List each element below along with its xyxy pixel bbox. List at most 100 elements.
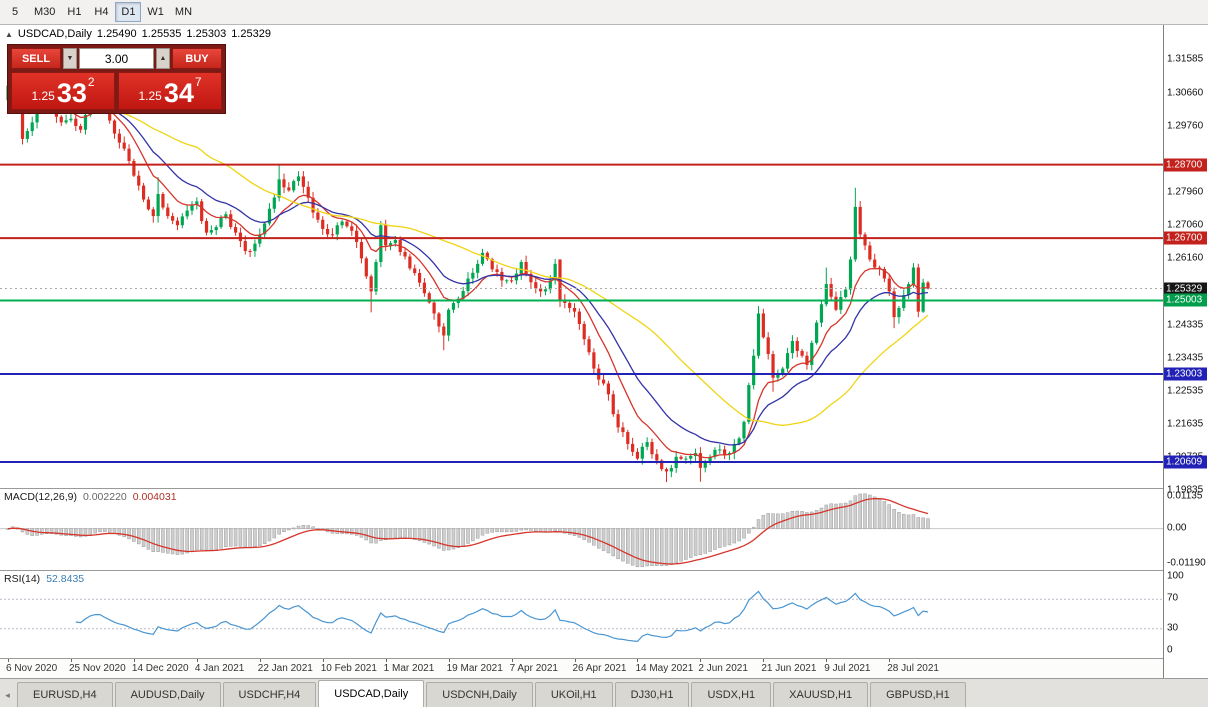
sell-price-point: 2	[87, 75, 95, 89]
period-button-h4[interactable]: H4	[88, 2, 114, 22]
time-axis[interactable]: 6 Nov 2020 25 Nov 2020 14 Dec 2020 4 Jan 20…	[0, 658, 1163, 678]
chart-tab-xauusd[interactable]: XAUUSD,H1	[773, 682, 869, 707]
time-axis-label: 19 Mar 2021	[446, 663, 503, 674]
time-axis-tick	[511, 659, 513, 662]
buy-price-button[interactable]: 1.25 34 7	[118, 72, 222, 110]
time-axis-label: 22 Jan 2021	[257, 663, 313, 674]
macd-axis-tick: 0.01135	[1167, 490, 1203, 502]
price-axis-tick: 1.22535	[1167, 385, 1204, 397]
quote-open: 1.25490	[96, 28, 137, 40]
macd-main-value: 0.002220	[82, 491, 127, 503]
time-axis-tick	[385, 659, 387, 662]
rsi-axis-tick: 30	[1167, 622, 1179, 634]
time-axis-label: 6 Nov 2020	[6, 663, 58, 674]
macd-signal-value: 0.004031	[132, 491, 177, 503]
price-chart-pane[interactable]: ▲ USDCAD,Daily 1.25490 1.25535 1.25303 1…	[0, 25, 1163, 488]
time-axis-label: 14 Dec 2020	[131, 663, 189, 674]
period-button-w1[interactable]: W1	[142, 2, 169, 22]
price-axis-badge: 1.25003	[1164, 293, 1207, 307]
price-axis-badge: 1.23003	[1164, 367, 1207, 381]
price-axis-tick: 1.31585	[1167, 53, 1204, 65]
chart-tab-eurusd[interactable]: EURUSD,H4	[17, 682, 113, 707]
price-axis-tick: 1.27060	[1167, 219, 1204, 231]
rsi-axis-tick: 100	[1167, 570, 1184, 582]
price-axis[interactable]: 1.31585 1.30660 1.29760 1.27960 1.27060 1.261…	[1163, 25, 1208, 678]
rsi-chart	[0, 590, 1163, 643]
one-click-trade-panel: SELL ▼ ▲ BUY 1.25 33 2 1.25	[7, 44, 226, 114]
period-button-h1[interactable]: H1	[61, 2, 87, 22]
tab-scroll-left-icon[interactable]: ◂	[0, 683, 15, 707]
price-axis-tick: 1.23435	[1167, 352, 1204, 364]
macd-axis-tick: -0.01190	[1167, 557, 1206, 569]
price-axis-tick: 1.27960	[1167, 186, 1204, 198]
price-axis-tick: 1.29760	[1167, 120, 1204, 132]
price-axis-tick: 1.30660	[1167, 87, 1204, 99]
quote-header: ▲ USDCAD,Daily 1.25490 1.25535 1.25303 1…	[5, 28, 271, 40]
chart-tab-usdcnh[interactable]: USDCNH,Daily	[426, 682, 533, 707]
sell-price-button[interactable]: 1.25 33 2	[11, 72, 115, 110]
time-axis-tick	[889, 659, 891, 662]
period-button-5[interactable]: 5	[2, 2, 28, 22]
macd-pane[interactable]: MACD(12,26,9) 0.002220 0.004031	[0, 488, 1163, 570]
rsi-label: RSI(14) 52.8435	[4, 573, 84, 585]
macd-chart	[0, 493, 1163, 568]
sell-price-pips: 33	[56, 78, 87, 108]
period-button-mn[interactable]: MN	[170, 2, 197, 22]
time-axis-tick	[448, 659, 450, 662]
time-axis-label: 28 Jul 2021	[887, 663, 939, 674]
time-axis-label: 10 Feb 2021	[320, 663, 377, 674]
quote-symbol: USDCAD,Daily	[17, 28, 92, 40]
time-axis-label: 25 Nov 2020	[68, 663, 126, 674]
chart-tab-gbpusd[interactable]: GBPUSD,H1	[870, 682, 966, 707]
macd-axis-tick: 0.00	[1167, 522, 1187, 534]
period-button-m30[interactable]: M30	[29, 2, 60, 22]
time-axis-label: 14 May 2021	[635, 663, 694, 674]
price-axis-tick: 1.19835	[1167, 484, 1204, 496]
price-axis-badge: 1.26700	[1164, 231, 1207, 245]
time-axis-label: 21 Jun 2021	[761, 663, 817, 674]
rsi-name: RSI(14)	[4, 573, 41, 585]
time-axis-tick	[133, 659, 135, 662]
macd-label: MACD(12,26,9) 0.002220 0.004031	[4, 491, 177, 503]
time-axis-tick	[70, 659, 72, 662]
time-axis-tick	[574, 659, 576, 662]
chart-tab-audusd[interactable]: AUDUSD,Daily	[114, 682, 221, 707]
volume-input[interactable]	[79, 48, 154, 69]
timeframe-toolbar: 5 M30 H1 H4 D1 W1 MN	[0, 0, 1208, 25]
time-axis-label: 9 Jul 2021	[824, 663, 871, 674]
time-axis-tick	[322, 659, 324, 662]
price-axis-tick: 1.21635	[1167, 418, 1204, 430]
sell-button[interactable]: SELL	[11, 48, 61, 69]
chart-tab-usdx[interactable]: USDX,H1	[691, 682, 772, 707]
chart-tab-ukoil[interactable]: UKOil,H1	[534, 682, 613, 707]
price-axis-badge: 1.28700	[1164, 158, 1207, 172]
time-axis-tick	[259, 659, 261, 662]
time-axis-tick	[826, 659, 828, 662]
chart-tab-dj30[interactable]: DJ30,H1	[614, 682, 690, 707]
time-axis-tick	[700, 659, 702, 662]
chart-panes: ▲ USDCAD,Daily 1.25490 1.25535 1.25303 1…	[0, 25, 1163, 678]
quote-close: 1.25329	[231, 28, 271, 40]
rsi-value: 52.8435	[46, 573, 85, 585]
period-button-d1[interactable]: D1	[115, 2, 142, 22]
one-click-collapse-icon[interactable]: ▲	[5, 29, 13, 39]
quote-low: 1.25303	[186, 28, 227, 40]
sell-price-prefix: 1.25	[31, 89, 55, 103]
buy-price-pips: 34	[163, 78, 194, 108]
time-axis-tick	[763, 659, 765, 662]
volume-increase-button[interactable]: ▲	[156, 48, 170, 69]
time-axis-label: 4 Jan 2021	[194, 663, 245, 674]
candlestick-chart	[0, 56, 1163, 483]
price-axis-badge: 1.25329	[1164, 282, 1207, 295]
volume-decrease-button[interactable]: ▼	[63, 48, 77, 69]
chart-tab-usdchf[interactable]: USDCHF,H4	[222, 682, 317, 707]
chart-tabs-bar: ◂ EURUSD,H4 AUDUSD,Daily USDCHF,H4 USDCAD,Da…	[0, 678, 1208, 707]
buy-price-prefix: 1.25	[138, 89, 162, 103]
price-axis-tick: 1.26160	[1167, 252, 1204, 264]
buy-button[interactable]: BUY	[172, 48, 222, 69]
chart-tab-usdcad[interactable]: USDCAD,Daily	[318, 680, 425, 707]
time-axis-label: 2 Jun 2021	[698, 663, 748, 674]
chart-region: ▲ USDCAD,Daily 1.25490 1.25535 1.25303 1…	[0, 25, 1208, 678]
quote-high: 1.25535	[141, 28, 182, 40]
rsi-pane[interactable]: RSI(14) 52.8435	[0, 570, 1163, 658]
